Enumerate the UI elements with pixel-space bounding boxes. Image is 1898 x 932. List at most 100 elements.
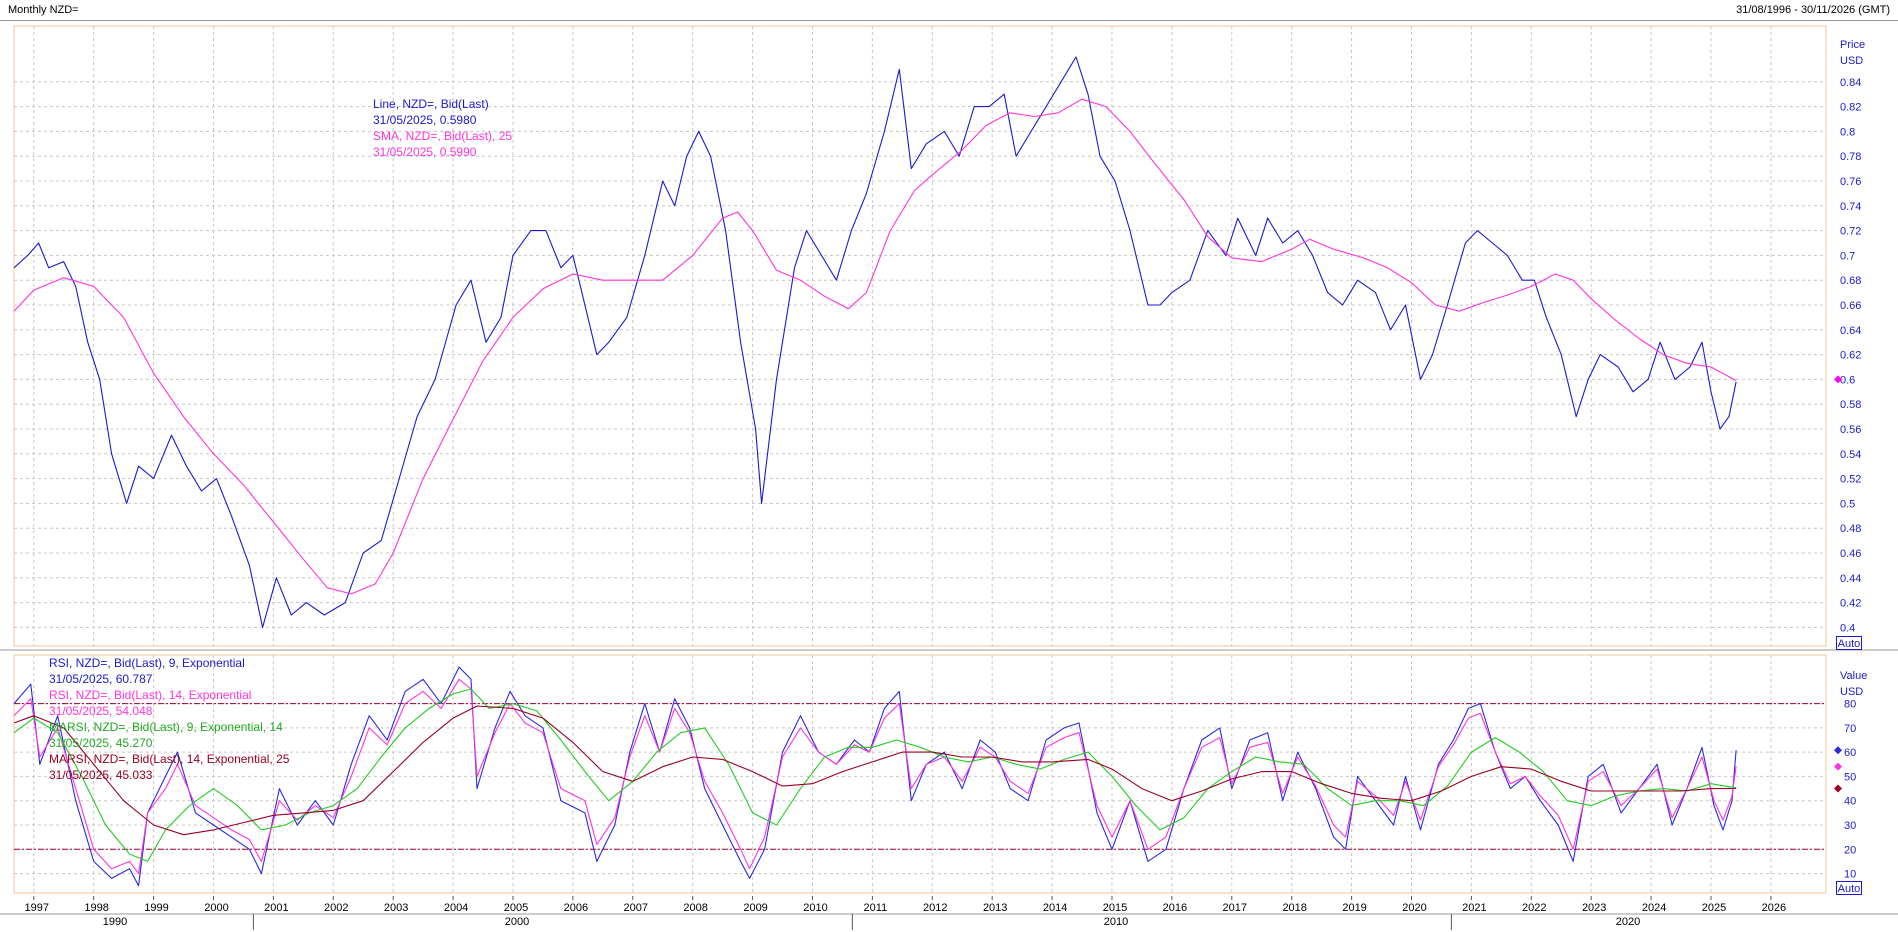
- x-tick-label: 2020: [1402, 902, 1426, 914]
- price-series-line-2: [13, 98, 1737, 595]
- price-grid: [14, 26, 1826, 646]
- x-tick-label: 2004: [444, 902, 468, 914]
- y-tick-label: 0.78: [1840, 151, 1861, 163]
- x-tick-label: 2006: [564, 902, 588, 914]
- y-tick-label: 0.76: [1840, 176, 1861, 188]
- price-series-line-1: [13, 56, 1737, 628]
- x-axis: 1997 1998 1999 2000 2001 2002 2003 2004 2005 2006…: [0, 896, 1898, 930]
- y-tick-label: 0.72: [1840, 226, 1861, 238]
- rsi-legend: RSI, NZD=, Bid(Last), 9, Exponential 31/0…: [49, 655, 289, 783]
- x-tick-label: 2005: [504, 902, 528, 914]
- x-tick-label: 2011: [864, 902, 888, 914]
- price-legend: Line, NZD=, Bid(Last) 31/05/2025, 0.5980 S…: [373, 96, 512, 160]
- x-decade-label: 2010: [1104, 916, 1128, 928]
- x-tick-label: 2013: [983, 902, 1007, 914]
- legend-entry: RSI, NZD=, Bid(Last), 9, Exponential: [49, 656, 245, 670]
- x-tick-label: 2002: [324, 902, 348, 914]
- y-tick-label: 30: [1844, 820, 1856, 832]
- y-tick-label: 0.7: [1840, 250, 1855, 262]
- price-auto-scale-button[interactable]: Auto: [1836, 636, 1862, 650]
- legend-entry: SMA, NZD=, Bid(Last), 25: [373, 129, 513, 143]
- y-tick-label: 0.64: [1840, 325, 1861, 337]
- price-plot-frame: [13, 25, 1827, 647]
- y-tick-label: 0.46: [1840, 548, 1861, 560]
- x-tick-label: 2007: [624, 902, 648, 914]
- x-tick-label: 2014: [1043, 902, 1067, 914]
- chart-title-bar: Monthly NZD= 31/08/1996 - 30/11/2026 (GM…: [0, 0, 1898, 21]
- y-tick-label: 0.66: [1840, 300, 1861, 312]
- x-decade-label: 1990: [103, 916, 127, 928]
- rsi-plot-frame: [13, 654, 1827, 894]
- x-tick-label: 2017: [1223, 902, 1247, 914]
- y-tick-label: 0.8: [1840, 126, 1855, 138]
- y-tick-label: 0.56: [1840, 424, 1861, 436]
- legend-entry: 31/05/2025, 0.5990: [373, 145, 477, 159]
- price-axis-unit: USD: [1840, 55, 1863, 67]
- current-rsi-marker: [1834, 784, 1842, 793]
- x-tick-label: 2026: [1762, 902, 1786, 914]
- x-tick-label: 2019: [1342, 902, 1366, 914]
- x-tick-label: 2010: [803, 902, 827, 914]
- y-tick-label: 0.5: [1840, 498, 1855, 510]
- y-tick-label: 0.44: [1840, 573, 1861, 585]
- rsi-series-group: [13, 666, 1737, 887]
- legend-entry: Line, NZD=, Bid(Last): [373, 97, 489, 111]
- legend-entry: 31/05/2025, 54.048: [49, 704, 153, 718]
- price-y-axis: 0.4 0.42 0.44 0.46 0.48 0.5 0.52 0.54 0.56 0.58 0.…: [1834, 77, 1861, 634]
- rsi-series-line-4: [13, 705, 1737, 836]
- legend-entry: 31/05/2025, 45.270: [49, 736, 153, 750]
- x-tick-label: 2016: [1163, 902, 1187, 914]
- legend-entry: 31/05/2025, 45.033: [49, 768, 153, 782]
- x-tick-label: 2012: [923, 902, 947, 914]
- value-axis-name: Value: [1840, 670, 1867, 682]
- x-tick-label: 2003: [384, 902, 408, 914]
- current-price-marker: [1834, 375, 1842, 384]
- x-tick-label: 2015: [1103, 902, 1127, 914]
- x-tick-label: 1997: [25, 902, 49, 914]
- x-tick-label: 2009: [743, 902, 767, 914]
- legend-entry: MARSI, NZD=, Bid(Last), 14, Exponential,…: [49, 752, 290, 766]
- y-tick-label: 0.74: [1840, 201, 1861, 213]
- y-tick-label: 0.54: [1840, 449, 1861, 461]
- legend-entry: RSI, NZD=, Bid(Last), 14, Exponential: [49, 688, 252, 702]
- axis-titles: Price USD Value USD: [1840, 39, 1867, 698]
- y-tick-label: 0.42: [1840, 598, 1861, 610]
- y-tick-label: 0.4: [1840, 622, 1855, 634]
- y-tick-label: 0.58: [1840, 399, 1861, 411]
- y-tick-label: 0.62: [1840, 350, 1861, 362]
- y-tick-label: 0.6: [1840, 374, 1855, 386]
- price-series-group: [13, 56, 1737, 628]
- x-decade-label: 2020: [1616, 916, 1640, 928]
- x-tick-label: 2021: [1462, 902, 1486, 914]
- x-tick-label: 1998: [84, 902, 108, 914]
- y-tick-label: 0.68: [1840, 275, 1861, 287]
- rsi-y-axis: 10 20 30 40 50 60 70 80: [1834, 699, 1856, 881]
- y-tick-label: 0.48: [1840, 523, 1861, 535]
- x-decade-label: 2000: [505, 916, 529, 928]
- y-tick-label: 10: [1844, 869, 1856, 881]
- rsi-series-line-3: [13, 688, 1737, 862]
- x-tick-label: 2001: [264, 902, 288, 914]
- legend-entry: MARSI, NZD=, Bid(Last), 9, Exponential, …: [49, 720, 283, 734]
- current-rsi-marker: [1834, 746, 1842, 755]
- value-auto-scale-button[interactable]: Auto: [1836, 881, 1862, 895]
- y-tick-label: 40: [1844, 796, 1856, 808]
- x-tick-label: 2022: [1522, 902, 1546, 914]
- y-tick-label: 0.82: [1840, 102, 1861, 114]
- current-rsi-marker: [1834, 762, 1842, 771]
- legend-entry: 31/05/2025, 0.5980: [373, 113, 477, 127]
- x-tick-label: 2024: [1642, 902, 1666, 914]
- chart-title: Monthly NZD=: [8, 4, 79, 16]
- y-tick-label: 80: [1844, 699, 1856, 711]
- rsi-grid: [14, 655, 1826, 893]
- x-tick-label: 2023: [1582, 902, 1606, 914]
- x-tick-label: 2025: [1702, 902, 1726, 914]
- price-panel: 0.4 0.42 0.44 0.46 0.48 0.5 0.52 0.54 0.56 0.58 0.…: [13, 25, 1861, 647]
- rsi-series-line-1: [13, 666, 1737, 887]
- value-axis-unit: USD: [1840, 686, 1863, 698]
- rsi-panel: 10 20 30 40 50 60 70 80: [13, 654, 1856, 894]
- y-tick-label: 50: [1844, 771, 1856, 783]
- x-tick-label: 1999: [144, 902, 168, 914]
- legend-entry: 31/05/2025, 60.787: [49, 672, 153, 686]
